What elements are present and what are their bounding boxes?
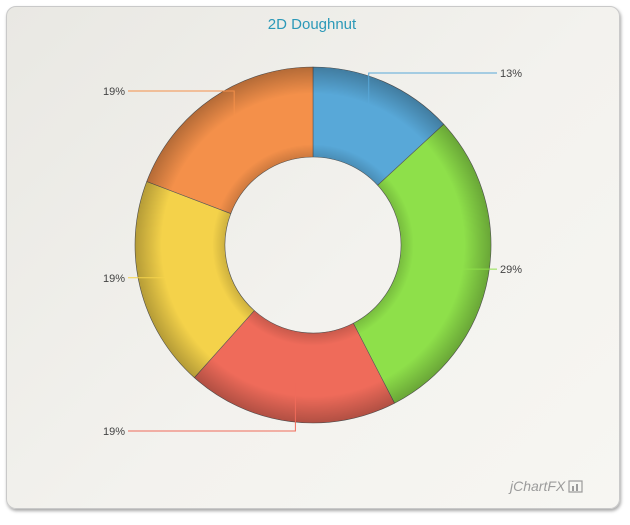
chart-title: 2D Doughnut xyxy=(267,16,357,33)
label-leader-line xyxy=(368,72,497,118)
label-leader-line xyxy=(128,382,296,432)
slice-label: 29% xyxy=(500,264,522,276)
chart-logo-icon xyxy=(568,480,583,493)
slice-label: 19% xyxy=(103,86,125,98)
brand-logo: jChartFX xyxy=(510,478,566,494)
slice-label: 13% xyxy=(500,68,522,80)
label-leader-line xyxy=(128,90,235,131)
slice-label: 19% xyxy=(103,273,125,285)
slice-label: 19% xyxy=(103,426,125,438)
